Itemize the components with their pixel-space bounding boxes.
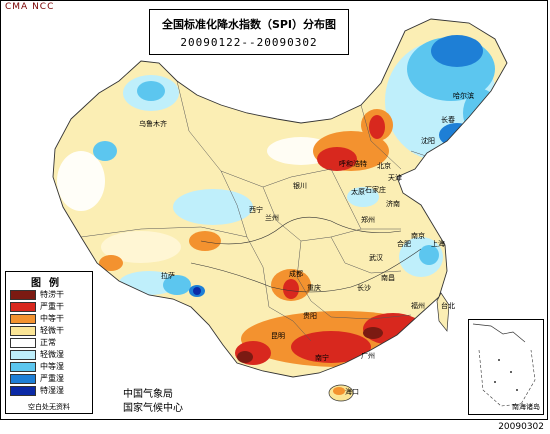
severe-dry-inner-mongolia: [369, 115, 385, 139]
city-label: 贵阳: [303, 312, 317, 320]
legend-swatch: [10, 302, 36, 312]
city-label: 长春: [441, 116, 455, 124]
legend-swatch: [10, 314, 36, 324]
china-outline: [52, 18, 508, 378]
severe-wet-heilongjiang: [439, 123, 475, 147]
normal-area-tibet: [101, 231, 181, 263]
inset-label: 南海诸岛: [512, 403, 540, 411]
city-label: 成都: [289, 270, 303, 278]
city-label: 兰州: [265, 214, 279, 222]
moderate-wet-east: [419, 245, 439, 265]
province-borders: [80, 80, 448, 342]
city-label: 广州: [361, 352, 375, 360]
legend-item: 特湿湿: [10, 386, 92, 397]
legend-swatch: [10, 338, 36, 348]
city-label: 长沙: [357, 284, 371, 292]
legend-label: 轻微干: [40, 326, 64, 335]
legend-swatch: [10, 290, 36, 300]
normal-area-west: [57, 151, 105, 211]
watermark: CMA NCC: [5, 2, 55, 12]
legend-label: 严重干: [40, 302, 64, 311]
city-label: 南宁: [315, 354, 329, 362]
legend-swatch: [10, 362, 36, 372]
date-range: 20090122--20090302: [180, 36, 318, 49]
agency-line-2: 国家气候中心: [123, 403, 183, 414]
legend-item: 严重湿: [10, 374, 92, 385]
moderate-dry-qinghai: [189, 231, 221, 251]
legend-label: 正常: [40, 338, 56, 347]
spi-map: [52, 18, 508, 402]
extreme-wet-tibet: [193, 287, 201, 295]
legend-label: 中等干: [40, 314, 64, 323]
city-label: 天津: [388, 174, 402, 182]
title-box: 全国标准化降水指数（SPI）分布图 20090122--20090302: [149, 9, 349, 55]
moderate-dry-xinjiang: [99, 255, 123, 271]
city-label: 哈尔滨: [453, 92, 474, 100]
city-label: 银川: [293, 182, 307, 190]
moderate-wet-xinjiang: [137, 81, 165, 101]
city-label: 台北: [441, 302, 455, 310]
map-title: 全国标准化降水指数（SPI）分布图: [161, 18, 337, 31]
legend-label: 严重湿: [40, 374, 64, 383]
legend-swatch: [10, 350, 36, 360]
legend: 图例 特涝干严重干中等干轻微干正常轻微湿中等湿严重湿特湿湿 空白处无资料: [5, 271, 93, 414]
map-frame: 乌鲁木齐 哈尔滨长春沈阳呼和浩特 北京天津银川太原 石家庄 济南西宁 兰州 郑州南京 合肥 上海…: [0, 0, 548, 420]
legend-label: 特涝干: [40, 290, 64, 299]
legend-swatch: [10, 374, 36, 384]
city-label: 重庆: [307, 284, 321, 292]
legend-title: 图例: [31, 278, 67, 289]
city-label: 济南: [386, 200, 400, 208]
legend-item: 轻微湿: [10, 350, 92, 361]
city-label: 沈阳: [421, 137, 435, 145]
severe-wet-northeast: [431, 35, 483, 67]
city-label: 北京: [377, 162, 391, 170]
legend-item: 特涝干: [10, 290, 92, 301]
city-label: 海口: [345, 388, 359, 396]
agency-line-1: 中国气象局: [123, 389, 173, 400]
severe-dry-sichuan: [283, 279, 299, 299]
taiwan-island: [436, 292, 450, 332]
legend-item: 严重干: [10, 302, 92, 313]
city-label: 上海: [431, 240, 445, 248]
extreme-dry-yunnan: [237, 351, 253, 363]
city-label: 南京: [411, 232, 425, 240]
hainan-dry-area: [333, 387, 345, 395]
footer-date: 20090302: [498, 422, 544, 432]
moderate-wet-west: [93, 141, 117, 161]
south-china-sea-inset: 南海诸岛: [468, 319, 544, 415]
severe-dry-north: [317, 147, 357, 171]
city-label: 福州: [411, 302, 425, 310]
city-label: 拉萨: [161, 272, 175, 280]
city-label: 西宁: [249, 206, 263, 214]
legend-item: 轻微干: [10, 326, 92, 337]
legend-note: 空白处无资料: [28, 403, 70, 411]
extreme-dry-guangdong: [363, 327, 383, 339]
rivers: [190, 216, 422, 293]
severe-dry-guangxi: [291, 331, 371, 363]
moderate-wet-tibet: [163, 275, 191, 295]
city-label: 太原: [351, 188, 365, 196]
city-label: 石家庄: [365, 186, 386, 194]
city-label: 昆明: [271, 332, 285, 340]
legend-swatch: [10, 326, 36, 336]
city-label: 呼和浩特: [339, 160, 367, 168]
legend-label: 中等湿: [40, 362, 64, 371]
legend-item: 正常: [10, 338, 92, 349]
inset-map: [472, 323, 536, 407]
legend-swatch: [10, 386, 36, 396]
legend-label: 轻微湿: [40, 350, 64, 359]
city-label: 南昌: [381, 274, 395, 282]
legend-label: 特湿湿: [40, 386, 64, 395]
legend-item: 中等干: [10, 314, 92, 325]
city-label: 乌鲁木齐: [139, 120, 167, 128]
city-label: 郑州: [361, 216, 375, 224]
city-label: 武汉: [369, 254, 383, 262]
light-wet-qinghai: [173, 189, 253, 225]
city-label: 合肥: [397, 240, 411, 248]
light-wet-hebei: [347, 187, 379, 207]
legend-item: 中等湿: [10, 362, 92, 373]
